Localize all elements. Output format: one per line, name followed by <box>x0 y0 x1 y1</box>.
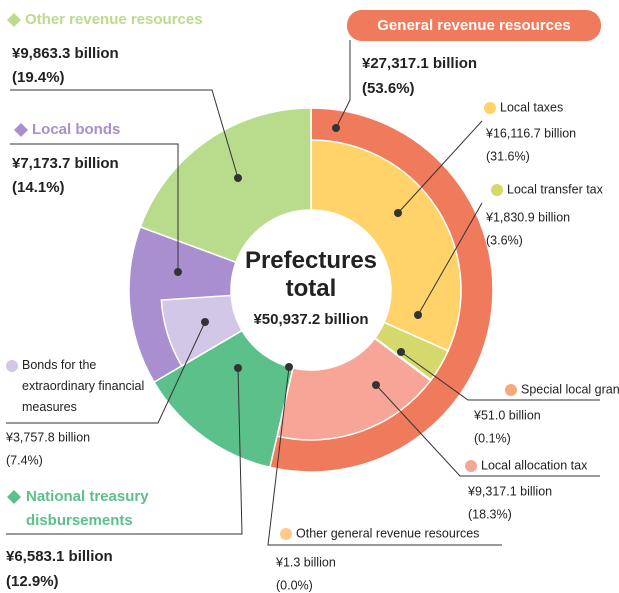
group-value: ¥9,863.3 billion <box>12 45 119 62</box>
item-percent: (0.1%) <box>474 431 511 445</box>
item-bullet <box>465 460 477 472</box>
item-value: ¥51.0 billion <box>473 408 541 422</box>
diamond-icon <box>14 123 28 137</box>
item-name: Local transfer tax <box>507 182 604 196</box>
item-name: Bonds for the extraordinary financial meas… <box>22 358 144 414</box>
item-bullet <box>280 528 292 540</box>
item-percent: (18.3%) <box>468 507 512 521</box>
item-bullet <box>505 384 517 396</box>
leaders <box>6 40 600 546</box>
item-percent: (0.0%) <box>276 578 313 592</box>
item-name: Other general revenue resources <box>296 526 479 540</box>
group-percent: (53.6%) <box>362 80 415 97</box>
group-name: General revenue resources <box>377 17 570 34</box>
item-value: ¥1,830.9 billion <box>485 210 570 224</box>
group-name: Other revenue resources <box>25 11 203 28</box>
item-value: ¥16,116.7 billion <box>485 126 576 140</box>
group-value: ¥27,317.1 billion <box>362 55 477 72</box>
item-value: ¥9,317.1 billion <box>467 484 552 498</box>
diamond-icon <box>7 13 21 27</box>
item-name: Special local grants <box>521 382 619 396</box>
diamond-icon <box>7 490 21 504</box>
group-name: National treasury disbursements <box>26 488 149 529</box>
item-name: Local allocation tax <box>481 458 588 472</box>
item-bullet <box>484 102 496 114</box>
item-percent: (3.6%) <box>486 233 523 247</box>
item-name: Local taxes <box>500 100 563 114</box>
group-percent: (19.4%) <box>12 69 65 86</box>
item-value: ¥3,757.8 billion <box>5 430 90 444</box>
center-disk <box>231 210 391 370</box>
item-value: ¥1.3 billion <box>275 555 336 569</box>
chart-title: Prefectures total <box>245 247 377 302</box>
total-label: ¥50,937.2 billion <box>253 311 368 328</box>
group-percent: (12.9%) <box>6 573 59 590</box>
group-value: ¥6,583.1 billion <box>6 548 113 565</box>
item-percent: (7.4%) <box>6 453 43 467</box>
group-name: Local bonds <box>32 121 120 138</box>
item-bullet <box>6 360 18 372</box>
group-badge <box>347 10 601 41</box>
item-bullet <box>491 184 503 196</box>
group-percent: (14.1%) <box>12 179 65 196</box>
group-value: ¥7,173.7 billion <box>12 155 119 172</box>
item-percent: (31.6%) <box>486 149 530 163</box>
